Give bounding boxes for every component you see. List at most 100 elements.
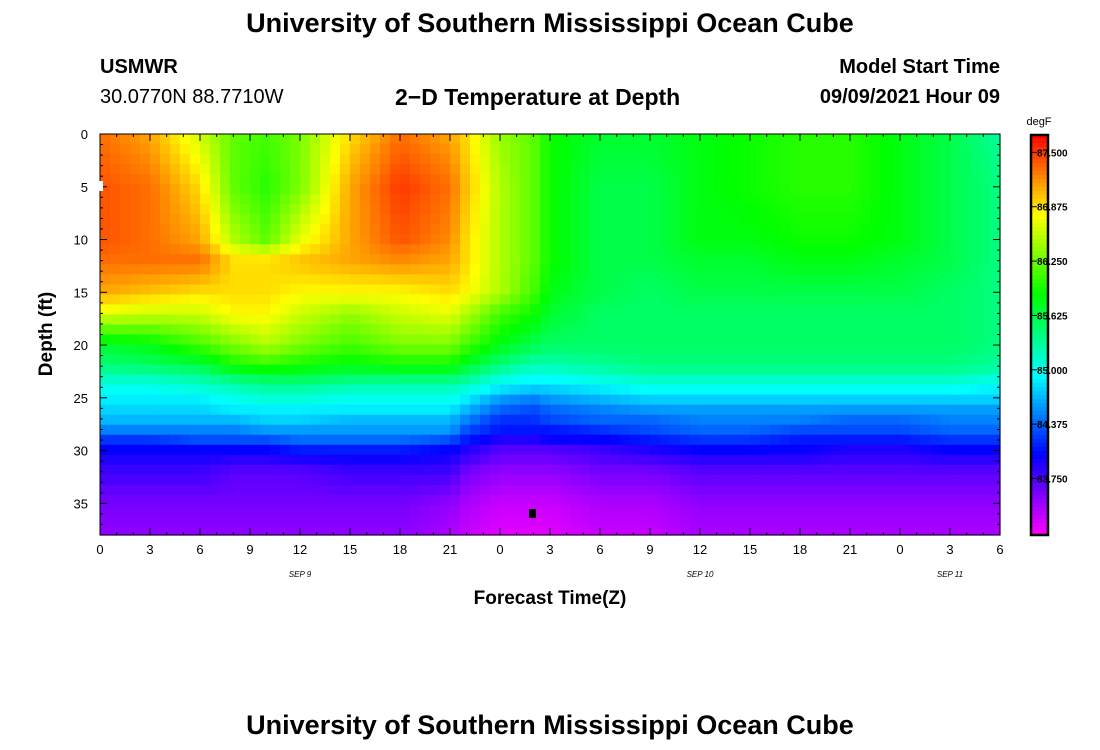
heatmap-cell — [550, 304, 561, 316]
heatmap-cell — [370, 134, 381, 145]
heatmap-cell — [370, 174, 381, 185]
heatmap-cell — [340, 434, 351, 446]
heatmap-cell — [200, 264, 211, 275]
heatmap-cell — [680, 154, 691, 165]
heatmap-cell — [680, 294, 691, 306]
heatmap-cell — [230, 224, 241, 235]
heatmap-cell — [770, 424, 781, 436]
heatmap-cell — [530, 454, 541, 466]
heatmap-cell — [200, 294, 211, 306]
heatmap-cell — [910, 304, 921, 316]
heatmap-cell — [920, 404, 931, 416]
heatmap-cell — [320, 214, 331, 225]
heatmap-cell — [990, 284, 1001, 296]
heatmap-cell — [910, 494, 921, 506]
heatmap-cell — [570, 164, 581, 175]
heatmap-cell — [130, 474, 141, 486]
heatmap-cell — [450, 144, 461, 155]
heatmap-cell — [580, 444, 591, 456]
heatmap-cell — [700, 244, 711, 255]
heatmap-cell — [190, 274, 201, 285]
heatmap-cell — [940, 164, 951, 175]
heatmap-cell — [210, 284, 221, 296]
heatmap-cell — [800, 334, 811, 346]
heatmap-cell — [580, 384, 591, 396]
heatmap-cell — [110, 164, 121, 175]
heatmap-cell — [850, 524, 861, 536]
heatmap-cell — [440, 244, 451, 255]
heatmap-cell — [810, 224, 821, 235]
heatmap-cell — [110, 454, 121, 466]
heatmap-cell — [560, 154, 571, 165]
heatmap-cell — [570, 464, 581, 476]
heatmap-cell — [170, 334, 181, 346]
heatmap-cell — [860, 404, 871, 416]
heatmap-cell — [860, 174, 871, 185]
heatmap-cell — [370, 214, 381, 225]
heatmap-cell — [310, 224, 321, 235]
heatmap-cell — [100, 344, 111, 356]
colorbar-swatch — [1031, 243, 1048, 248]
heatmap-cell — [230, 434, 241, 446]
heatmap-cell — [460, 244, 471, 255]
heatmap-cell — [770, 464, 781, 476]
heatmap-cell — [720, 314, 731, 326]
heatmap-cell — [950, 184, 961, 195]
heatmap-cell — [420, 434, 431, 446]
heatmap-cell — [170, 444, 181, 456]
heatmap-cell — [690, 454, 701, 466]
heatmap-cell — [770, 344, 781, 356]
heatmap-cell — [550, 214, 561, 225]
heatmap-cell — [550, 184, 561, 195]
heatmap-cell — [280, 444, 291, 456]
heatmap-cell — [820, 344, 831, 356]
heatmap-cell — [170, 154, 181, 165]
x-tick-label: 3 — [946, 542, 953, 557]
heatmap-cell — [240, 364, 251, 376]
heatmap-cell — [440, 504, 451, 516]
heatmap-cell — [620, 204, 631, 215]
heatmap-cell — [790, 484, 801, 496]
colorbar-swatch — [1031, 499, 1048, 504]
heatmap-cell — [700, 174, 711, 185]
heatmap-cell — [340, 474, 351, 486]
heatmap-cell — [610, 324, 621, 336]
heatmap-cell — [640, 414, 651, 426]
heatmap-cell — [280, 304, 291, 316]
heatmap-cell — [300, 414, 311, 426]
heatmap-cell — [780, 264, 791, 275]
heatmap-cell — [340, 484, 351, 496]
heatmap-cell — [710, 414, 721, 426]
heatmap-cell — [560, 184, 571, 195]
heatmap-cell — [710, 234, 721, 245]
heatmap-cell — [960, 364, 971, 376]
heatmap-cell — [660, 444, 671, 456]
heatmap-cell — [420, 164, 431, 175]
heatmap-cell — [690, 264, 701, 275]
heatmap-cell — [480, 504, 491, 516]
heatmap-cell — [240, 394, 251, 406]
heatmap-cell — [890, 214, 901, 225]
heatmap-cell — [780, 294, 791, 306]
heatmap-cell — [760, 464, 771, 476]
heatmap-cell — [640, 294, 651, 306]
heatmap-cell — [250, 274, 261, 285]
heatmap-cell — [950, 144, 961, 155]
heatmap-cell — [290, 314, 301, 326]
heatmap-cell — [320, 424, 331, 436]
heatmap-cell — [840, 394, 851, 406]
heatmap-cell — [700, 264, 711, 275]
heatmap-cell — [490, 394, 501, 406]
heatmap-cell — [410, 234, 421, 245]
heatmap-cell — [390, 424, 401, 436]
heatmap-cell — [480, 334, 491, 346]
colorbar-swatch — [1031, 459, 1048, 464]
heatmap-cell — [150, 514, 161, 526]
heatmap-cell — [790, 514, 801, 526]
heatmap-cell — [420, 134, 431, 145]
heatmap-cell — [550, 474, 561, 486]
heatmap-cell — [600, 234, 611, 245]
heatmap-cell — [120, 374, 131, 386]
heatmap-cell — [450, 304, 461, 316]
heatmap-cell — [450, 414, 461, 426]
